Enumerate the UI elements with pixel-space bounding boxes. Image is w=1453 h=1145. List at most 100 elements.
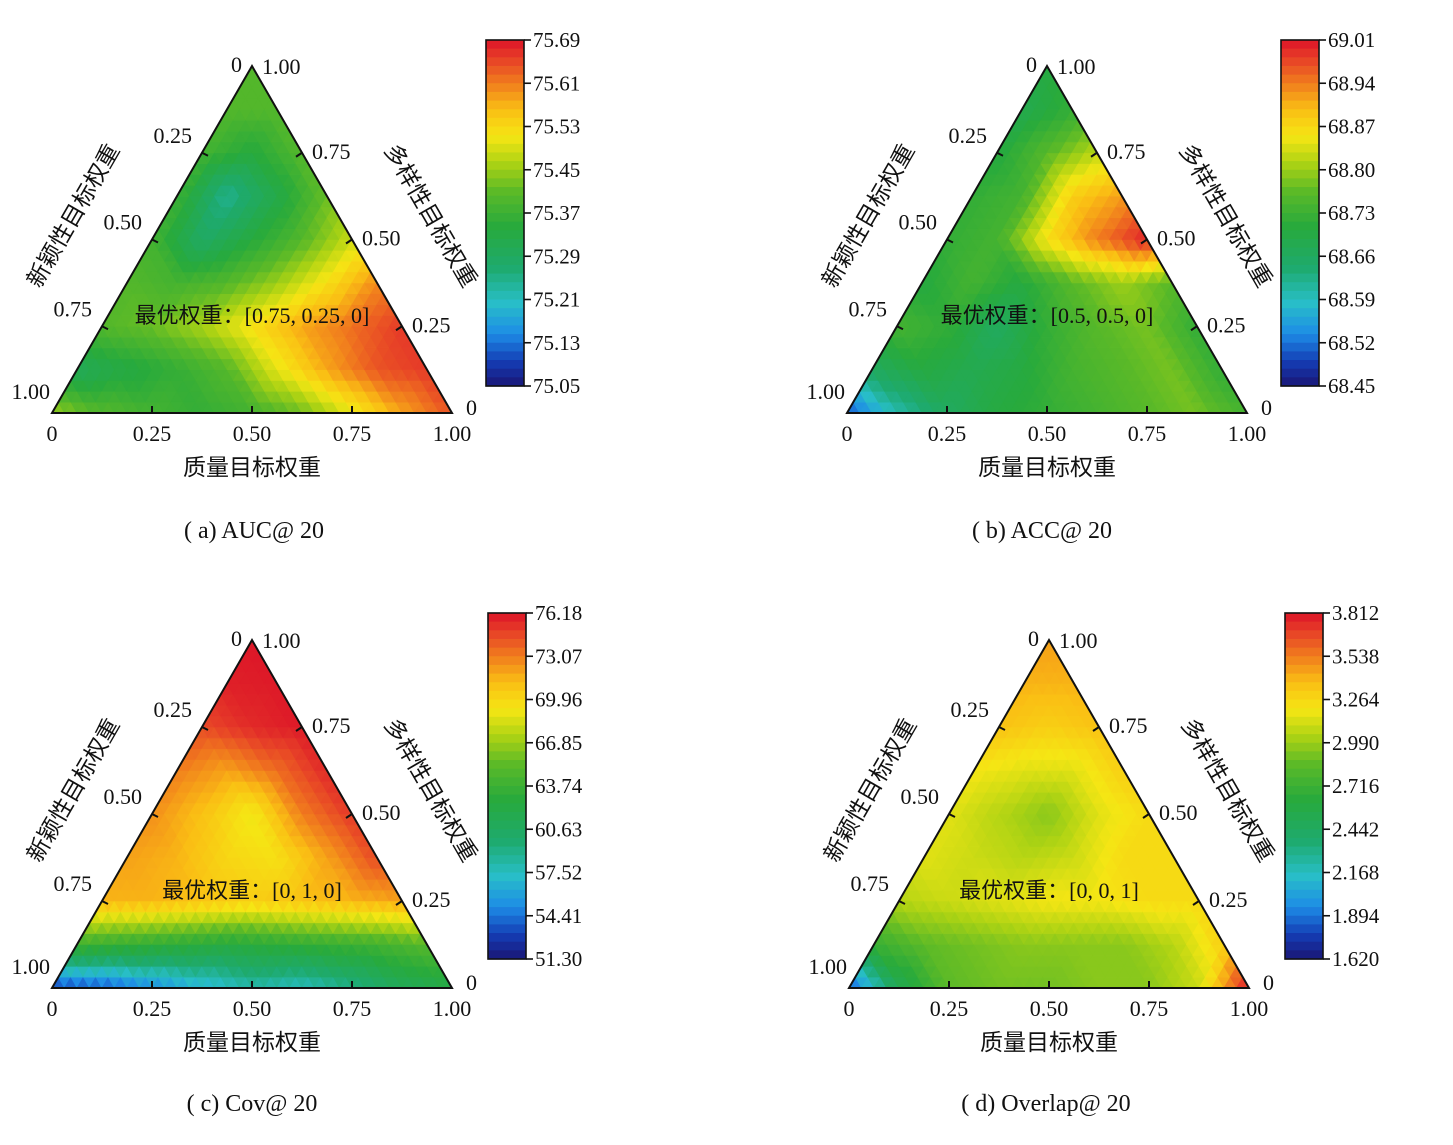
colorbar-band <box>486 290 524 301</box>
colorbar-band <box>1285 716 1323 727</box>
colorbar-band <box>488 872 526 882</box>
bottom-tick-label: 0.75 <box>1128 421 1167 446</box>
right-tick-label: 0.75 <box>1109 713 1148 738</box>
colorbar-band <box>1285 803 1323 813</box>
colorbar-band <box>488 630 526 640</box>
colorbar-tick-label: 73.07 <box>535 644 582 668</box>
right-tick-label: 0 <box>1261 395 1272 420</box>
panel-c: 0 0 0 0.25 0.25 0.25 0.50 0.50 0.50 0.75 0.75 0.75 1… <box>12 601 583 1117</box>
panel-caption: ( a) AUC@ 20 <box>184 518 324 544</box>
colorbar-tick-label: 68.87 <box>1328 115 1375 139</box>
colorbar-band <box>488 760 526 770</box>
right-tick-label: 0.75 <box>312 713 351 738</box>
colorbar-band <box>488 837 526 848</box>
colorbar-band <box>1285 855 1323 865</box>
left-tick-label: 0.25 <box>154 697 193 722</box>
right-tick-label: 1.00 <box>1059 628 1098 653</box>
colorbar-band <box>1281 256 1319 266</box>
colorbar-band <box>1285 829 1323 839</box>
right-axis-label: 多样性目标权重 <box>379 714 481 866</box>
colorbar-tick-label: 75.21 <box>533 288 580 312</box>
right-tick-label: 1.00 <box>262 54 301 79</box>
bottom-axis-label: 质量目标权重 <box>980 1030 1118 1055</box>
colorbar-band <box>1285 664 1323 675</box>
colorbar-band <box>486 308 524 318</box>
colorbar-band <box>486 48 524 58</box>
colorbar-band <box>486 178 524 188</box>
colorbar-band <box>1281 83 1319 93</box>
right-tick-label: 0.50 <box>362 800 401 825</box>
bottom-tick-label: 1.00 <box>1230 996 1269 1021</box>
colorbar-band <box>488 889 526 900</box>
colorbar-band <box>1285 682 1323 692</box>
bottom-tick-label: 0.75 <box>333 421 372 446</box>
colorbar: 75.69 75.61 75.53 75.45 75.37 75.29 75.21 75.13… <box>485 28 580 398</box>
left-tick-label: 1.00 <box>807 379 846 404</box>
colorbar-band <box>486 161 524 171</box>
bottom-tick-label: 1.00 <box>433 421 472 446</box>
colorbar-band <box>1285 907 1323 917</box>
right-tick-label: 0.25 <box>1209 887 1248 912</box>
colorbar-tick-label: 68.45 <box>1328 374 1375 398</box>
colorbar-band <box>1281 290 1319 301</box>
right-axis-label: 多样性目标权重 <box>1176 714 1278 866</box>
colorbar-band <box>1285 915 1323 925</box>
colorbar-band <box>1281 213 1319 223</box>
bottom-tick-label: 1.00 <box>433 996 472 1021</box>
colorbar-band <box>488 656 526 666</box>
colorbar-band <box>488 898 526 908</box>
colorbar-band <box>486 91 524 102</box>
left-tick-label: 1.00 <box>809 954 848 979</box>
colorbar-band <box>1281 169 1319 179</box>
colorbar-band <box>1285 941 1323 951</box>
colorbar-band <box>488 811 526 822</box>
colorbar-band <box>488 829 526 839</box>
colorbar-band <box>1281 342 1319 352</box>
right-tick-label: 0 <box>466 970 477 995</box>
colorbar-band <box>1285 690 1323 701</box>
colorbar-band <box>486 57 524 67</box>
colorbar-band <box>486 143 524 154</box>
colorbar-band <box>486 264 524 275</box>
colorbar-band <box>486 83 524 93</box>
colorbar: 69.01 68.94 68.87 68.80 68.73 68.66 68.59 68.52… <box>1280 28 1376 398</box>
colorbar-band <box>486 299 524 309</box>
bottom-tick-label: 0.25 <box>133 421 172 446</box>
colorbar-band <box>488 725 526 735</box>
colorbar-band <box>488 777 526 787</box>
colorbar-band <box>488 682 526 692</box>
colorbar-band <box>1285 777 1323 787</box>
panel-caption: ( b) ACC@ 20 <box>972 518 1112 544</box>
left-tick-label: 0.75 <box>54 871 93 896</box>
colorbar-band <box>1285 933 1323 943</box>
colorbar-band <box>1285 837 1323 848</box>
left-tick <box>151 238 159 244</box>
colorbar-band <box>488 708 526 718</box>
panel-a: 0 0 0 0.25 0.25 0.25 0.50 0.50 0.50 0.75 0.75 0.75 1… <box>12 28 581 544</box>
colorbar-band <box>488 664 526 675</box>
colorbar-band <box>1281 100 1319 110</box>
colorbar-tick-label: 75.53 <box>533 115 580 139</box>
colorbar-band <box>488 742 526 752</box>
left-tick <box>201 151 209 157</box>
colorbar-band <box>486 351 524 361</box>
ternary-surface <box>846 65 1248 414</box>
colorbar-band <box>488 716 526 727</box>
colorbar-band <box>1285 898 1323 908</box>
colorbar-tick-label: 54.41 <box>535 904 582 928</box>
colorbar-band <box>1281 334 1319 344</box>
colorbar-tick-label: 68.80 <box>1328 158 1375 182</box>
colorbar-band <box>486 213 524 223</box>
colorbar-tick-label: 57.52 <box>535 861 582 885</box>
right-tick-label: 1.00 <box>262 628 301 653</box>
colorbar-band <box>488 855 526 865</box>
left-tick-label: 0.75 <box>849 296 888 321</box>
colorbar-band <box>488 933 526 943</box>
colorbar-band <box>486 126 524 136</box>
colorbar-band <box>1285 881 1323 891</box>
right-tick <box>395 325 403 332</box>
bottom-tick-label: 0.25 <box>928 421 967 446</box>
colorbar-band <box>488 768 526 778</box>
colorbar-band <box>486 368 524 378</box>
colorbar-band <box>1285 760 1323 770</box>
